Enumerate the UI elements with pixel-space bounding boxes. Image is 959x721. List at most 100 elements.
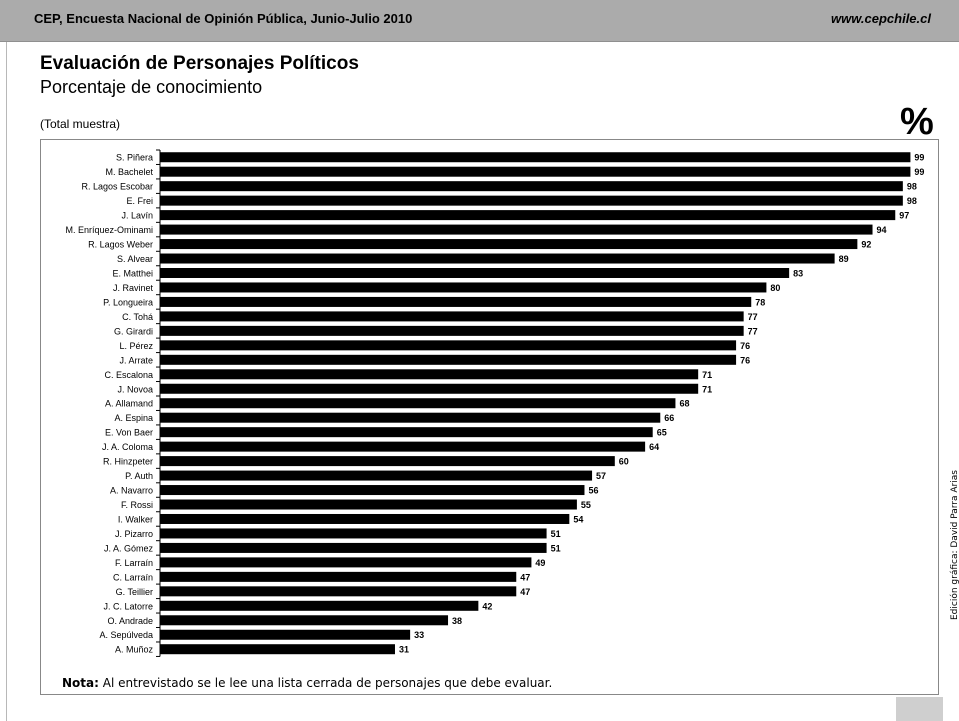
bar xyxy=(160,152,911,163)
value-label: 33 xyxy=(414,630,424,640)
value-label: 66 xyxy=(664,413,674,423)
value-label: 78 xyxy=(755,297,765,307)
bar xyxy=(160,557,532,568)
bar xyxy=(160,499,577,510)
bar xyxy=(160,253,835,264)
bar xyxy=(160,427,653,438)
category-label: C. Tohá xyxy=(122,312,153,322)
value-label: 55 xyxy=(581,500,591,510)
value-label: 68 xyxy=(679,399,689,409)
website-link[interactable]: www.cepchile.cl xyxy=(831,11,931,26)
bar xyxy=(160,224,873,235)
bar xyxy=(160,325,744,336)
category-label: E. Frei xyxy=(126,196,153,206)
category-label: M. Bachelet xyxy=(105,167,153,177)
category-label: J. Ravinet xyxy=(113,283,154,293)
value-label: 51 xyxy=(551,529,561,539)
value-label: 54 xyxy=(573,514,583,524)
value-label: 76 xyxy=(740,341,750,351)
category-label: S. Alvear xyxy=(117,254,153,264)
category-label: S. Piñera xyxy=(116,153,153,163)
value-label: 97 xyxy=(899,211,909,221)
bar xyxy=(160,485,585,496)
bar xyxy=(160,369,699,380)
category-label: J. Arrate xyxy=(119,355,153,365)
category-label: A. Allamand xyxy=(105,399,153,409)
value-label: 42 xyxy=(482,601,492,611)
corner-box xyxy=(896,697,943,721)
bar xyxy=(160,340,737,351)
survey-title: CEP, Encuesta Nacional de Opinión Públic… xyxy=(34,11,413,26)
category-label: R. Lagos Escobar xyxy=(81,182,153,192)
category-label: J. A. Gómez xyxy=(104,543,154,553)
category-label: O. Andrade xyxy=(107,616,153,626)
value-label: 60 xyxy=(619,457,629,467)
category-label: J. Pizarro xyxy=(115,529,153,539)
bar xyxy=(160,195,903,206)
sample-label: (Total muestra) xyxy=(40,117,121,131)
value-label: 99 xyxy=(914,167,924,177)
category-label: F. Larraín xyxy=(115,558,153,568)
value-label: 47 xyxy=(520,587,530,597)
value-label: 77 xyxy=(748,312,758,322)
category-label: J. Lavín xyxy=(121,211,153,221)
bar xyxy=(160,296,752,307)
bar xyxy=(160,166,911,177)
value-label: 98 xyxy=(907,196,917,206)
category-label: P. Longueira xyxy=(103,297,153,307)
bar xyxy=(160,644,395,655)
category-label: I. Walker xyxy=(118,514,153,524)
bar xyxy=(160,542,547,553)
category-label: J. Novoa xyxy=(117,384,153,394)
bar xyxy=(160,470,593,481)
bar xyxy=(160,600,479,611)
value-label: 76 xyxy=(740,355,750,365)
category-label: E. Von Baer xyxy=(105,428,153,438)
value-label: 92 xyxy=(861,240,871,250)
footnote: Nota: Al entrevistado se le lee una list… xyxy=(62,676,552,690)
category-label: J. C. Latorre xyxy=(103,601,153,611)
bar xyxy=(160,629,411,640)
category-label: P. Auth xyxy=(125,471,153,481)
bar xyxy=(160,586,517,597)
bar xyxy=(160,571,517,582)
value-label: 65 xyxy=(657,428,667,438)
bar xyxy=(160,267,790,278)
percent-sign: % xyxy=(900,101,934,143)
category-label: A. Navarro xyxy=(110,486,153,496)
bar xyxy=(160,354,737,365)
value-label: 47 xyxy=(520,572,530,582)
value-label: 80 xyxy=(770,283,780,293)
category-label: M. Enríquez-Ominami xyxy=(65,225,153,235)
value-label: 38 xyxy=(452,616,462,626)
category-label: J. A. Coloma xyxy=(102,442,153,452)
page-subtitle: Porcentaje de conocimiento xyxy=(40,77,263,97)
credit-text: Edición gráfica: David Parra Arias xyxy=(950,470,959,620)
footnote-label: Nota: xyxy=(62,676,99,690)
value-label: 83 xyxy=(793,268,803,278)
bar-chart: S. Piñera 99 M. Bachelet 99 R. Lagos Escobar… xyxy=(65,149,924,657)
category-label: R. Hinzpeter xyxy=(103,457,153,467)
category-label: F. Rossi xyxy=(121,500,153,510)
category-label: L. Pérez xyxy=(119,341,153,351)
bar xyxy=(160,456,615,467)
category-label: C. Escalona xyxy=(104,370,153,380)
bar xyxy=(160,311,744,322)
category-label: C. Larraín xyxy=(113,572,153,582)
value-label: 64 xyxy=(649,442,659,452)
value-label: 49 xyxy=(535,558,545,568)
page-title: Evaluación de Personajes Políticos xyxy=(40,53,359,74)
value-label: 94 xyxy=(877,225,887,235)
category-label: G. Girardi xyxy=(114,326,153,336)
bar xyxy=(160,441,646,452)
category-label: R. Lagos Weber xyxy=(88,240,153,250)
chart-frame: S. Piñera 99 M. Bachelet 99 R. Lagos Escobar… xyxy=(40,139,939,695)
value-label: 98 xyxy=(907,182,917,192)
value-label: 77 xyxy=(748,326,758,336)
bar xyxy=(160,513,570,524)
value-label: 31 xyxy=(399,645,409,655)
category-label: A. Muñoz xyxy=(115,645,154,655)
bar xyxy=(160,181,903,192)
bar xyxy=(160,615,449,626)
value-label: 51 xyxy=(551,543,561,553)
